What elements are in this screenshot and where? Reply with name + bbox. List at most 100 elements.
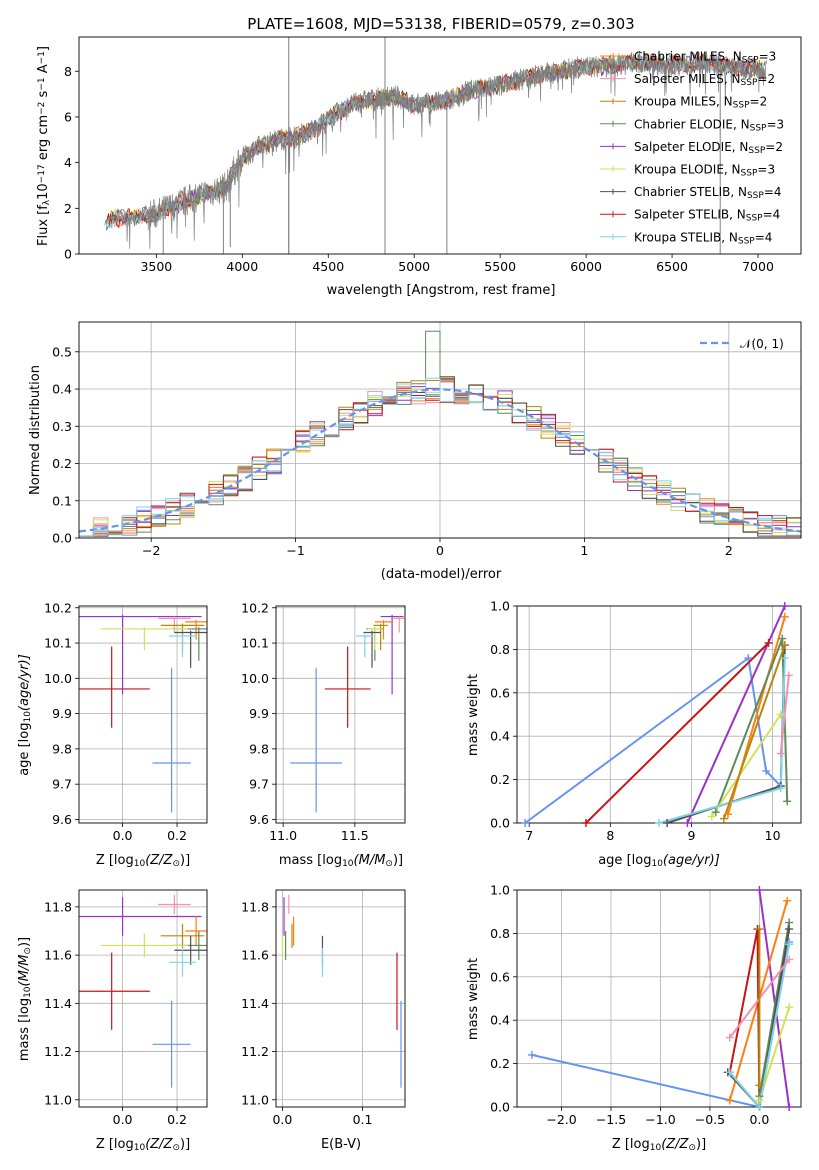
y-tick-label: 0.6 — [490, 685, 510, 700]
label-part: Normed distribution — [28, 365, 43, 495]
y-tick-label: 9.9 — [249, 706, 269, 721]
weight-marker — [785, 940, 794, 949]
y-tick-label: 0.1 — [52, 493, 72, 508]
histogram-step — [79, 377, 801, 537]
y-tick-label: 10.2 — [44, 600, 72, 615]
weight-marker — [755, 1081, 764, 1090]
weight-marker — [755, 1103, 764, 1111]
x-tick-label: 0.0 — [749, 1112, 769, 1127]
y-tick-label: 0.4 — [52, 382, 72, 397]
y-tick-label: 9.8 — [52, 741, 72, 756]
y-axis-label: mass [log10(M/M⊙)] — [17, 937, 33, 1061]
label-part: 10 — [36, 183, 51, 200]
axes-frame — [78, 321, 802, 539]
axes-age_vs_Z: 0.0 0.29.69.79.89.910.010.110.2Z [log10(Z… — [17, 600, 208, 869]
y-tick-label: 9.9 — [52, 706, 72, 721]
weight-marker — [762, 766, 771, 775]
axes-weight_vs_Z: −2.0 −1.5 −1.0 −0.5 0.0 0.0 0.2 0.4 0.6 0.8 1.0 Z [… — [466, 883, 802, 1153]
weight-marker — [707, 812, 716, 821]
x-tick-label: 1 — [580, 543, 588, 558]
x-tick-label: 7 — [525, 828, 533, 843]
label-part: λ — [42, 199, 52, 205]
axes-frame — [516, 605, 802, 824]
weight-line — [714, 638, 789, 813]
y-tick-label: 0.3 — [52, 419, 72, 434]
label-part: =4 — [755, 230, 773, 244]
weight-line — [729, 944, 791, 1107]
legend-label: Salpeter ELODIE, NSSP=2 — [634, 140, 783, 156]
label-part: (Z/Z — [145, 1137, 173, 1152]
weight-marker — [683, 819, 692, 827]
x-tick-label: 6000 — [570, 259, 602, 274]
weight-marker — [755, 886, 764, 894]
label-part: Flux [f — [36, 205, 51, 246]
plots-layer: 3500 4000 4500 5000 5500 6000 6500 7000 0 2 4 6 8 wav… — [17, 36, 802, 1153]
y-tick-label: 0.0 — [490, 816, 510, 831]
label-part: =4 — [763, 208, 781, 222]
label-part: ⊙ — [172, 1143, 180, 1153]
x-tick-label: 0.0 — [272, 1112, 292, 1127]
x-axis-label: wavelength [Angstrom, rest frame] — [327, 283, 556, 298]
weight-marker — [776, 710, 785, 719]
label-part: Kroupa MILES, N — [634, 95, 733, 109]
y-tick-label: 0.4 — [490, 729, 510, 744]
x-tick-label: −2 — [142, 543, 160, 558]
x-tick-label: 3500 — [140, 259, 172, 274]
y-tick-label: 0.8 — [490, 926, 510, 941]
x-axis-label: Z [log10(Z/Z⊙)] — [96, 1137, 190, 1153]
label-part: Kroupa ELODIE, N — [634, 163, 741, 177]
label-part: A — [36, 64, 51, 77]
label-part: SSP — [747, 191, 764, 201]
label-part: SSP — [741, 169, 758, 179]
axes-residuals: −2 −1 0 1 2 0.0 0.1 0.2 0.3 0.4 0.5 𝒩(0, 1) (data-mo… — [28, 321, 802, 582]
x-tick-label: 0.2 — [167, 828, 187, 843]
label-part: (age/yr)] — [17, 654, 32, 711]
y-tick-label: 9.6 — [52, 812, 72, 827]
y-tick-label: 2 — [64, 201, 72, 216]
label-part: Chabrier STELIB, N — [634, 185, 747, 199]
label-part: =2 — [750, 95, 768, 109]
label-part: −17 — [37, 164, 47, 183]
axes-frame — [275, 889, 406, 1108]
label-part: 10 — [342, 859, 354, 869]
label-part: Z [log — [612, 1137, 650, 1152]
y-tick-label: 8 — [64, 64, 72, 79]
y-tick-label: 4 — [64, 155, 72, 170]
plot-area — [281, 894, 402, 1088]
y-tick-label: 1.0 — [490, 883, 510, 898]
label-part: s — [36, 90, 51, 101]
x-tick-label: −1.0 — [645, 1112, 675, 1127]
x-tick-label: 10 — [765, 828, 781, 843]
label-part: SSP — [748, 146, 765, 156]
label-part: =3 — [766, 117, 784, 131]
label-part: −2 — [37, 102, 47, 115]
plot-area — [79, 330, 801, 537]
label-part: ⊙ — [23, 947, 33, 955]
label-part: mass weight — [466, 958, 481, 1040]
y-tick-label: 10.0 — [44, 671, 72, 686]
weight-line — [758, 890, 791, 1107]
label-part: mass [log — [279, 853, 342, 868]
y-tick-label: 10.1 — [44, 636, 72, 651]
y-tick-label: 11.4 — [44, 996, 72, 1011]
label-part: (age/yr)] — [663, 853, 720, 868]
legend-label: Salpeter STELIB, NSSP=4 — [634, 208, 780, 224]
weight-marker — [776, 784, 785, 793]
axes-frame — [516, 889, 802, 1108]
y-tick-label: 0.0 — [490, 1100, 510, 1115]
y-tick-label: 0.4 — [490, 1013, 510, 1028]
weight-marker — [723, 810, 732, 819]
label-part: )] — [17, 937, 32, 947]
x-axis-label: mass [log10(M/M⊙)] — [279, 853, 403, 869]
weight-line — [710, 713, 782, 818]
label-part: SSP — [733, 101, 750, 111]
weight-marker — [776, 749, 785, 758]
x-tick-label: 0.0 — [113, 828, 133, 843]
axes-spectrum: 3500 4000 4500 5000 5500 6000 6500 7000 0 2 4 6 8 wav… — [36, 36, 802, 298]
plot-area — [524, 606, 790, 823]
x-tick-label: 2 — [725, 543, 733, 558]
y-tick-label: 0.6 — [490, 969, 510, 984]
